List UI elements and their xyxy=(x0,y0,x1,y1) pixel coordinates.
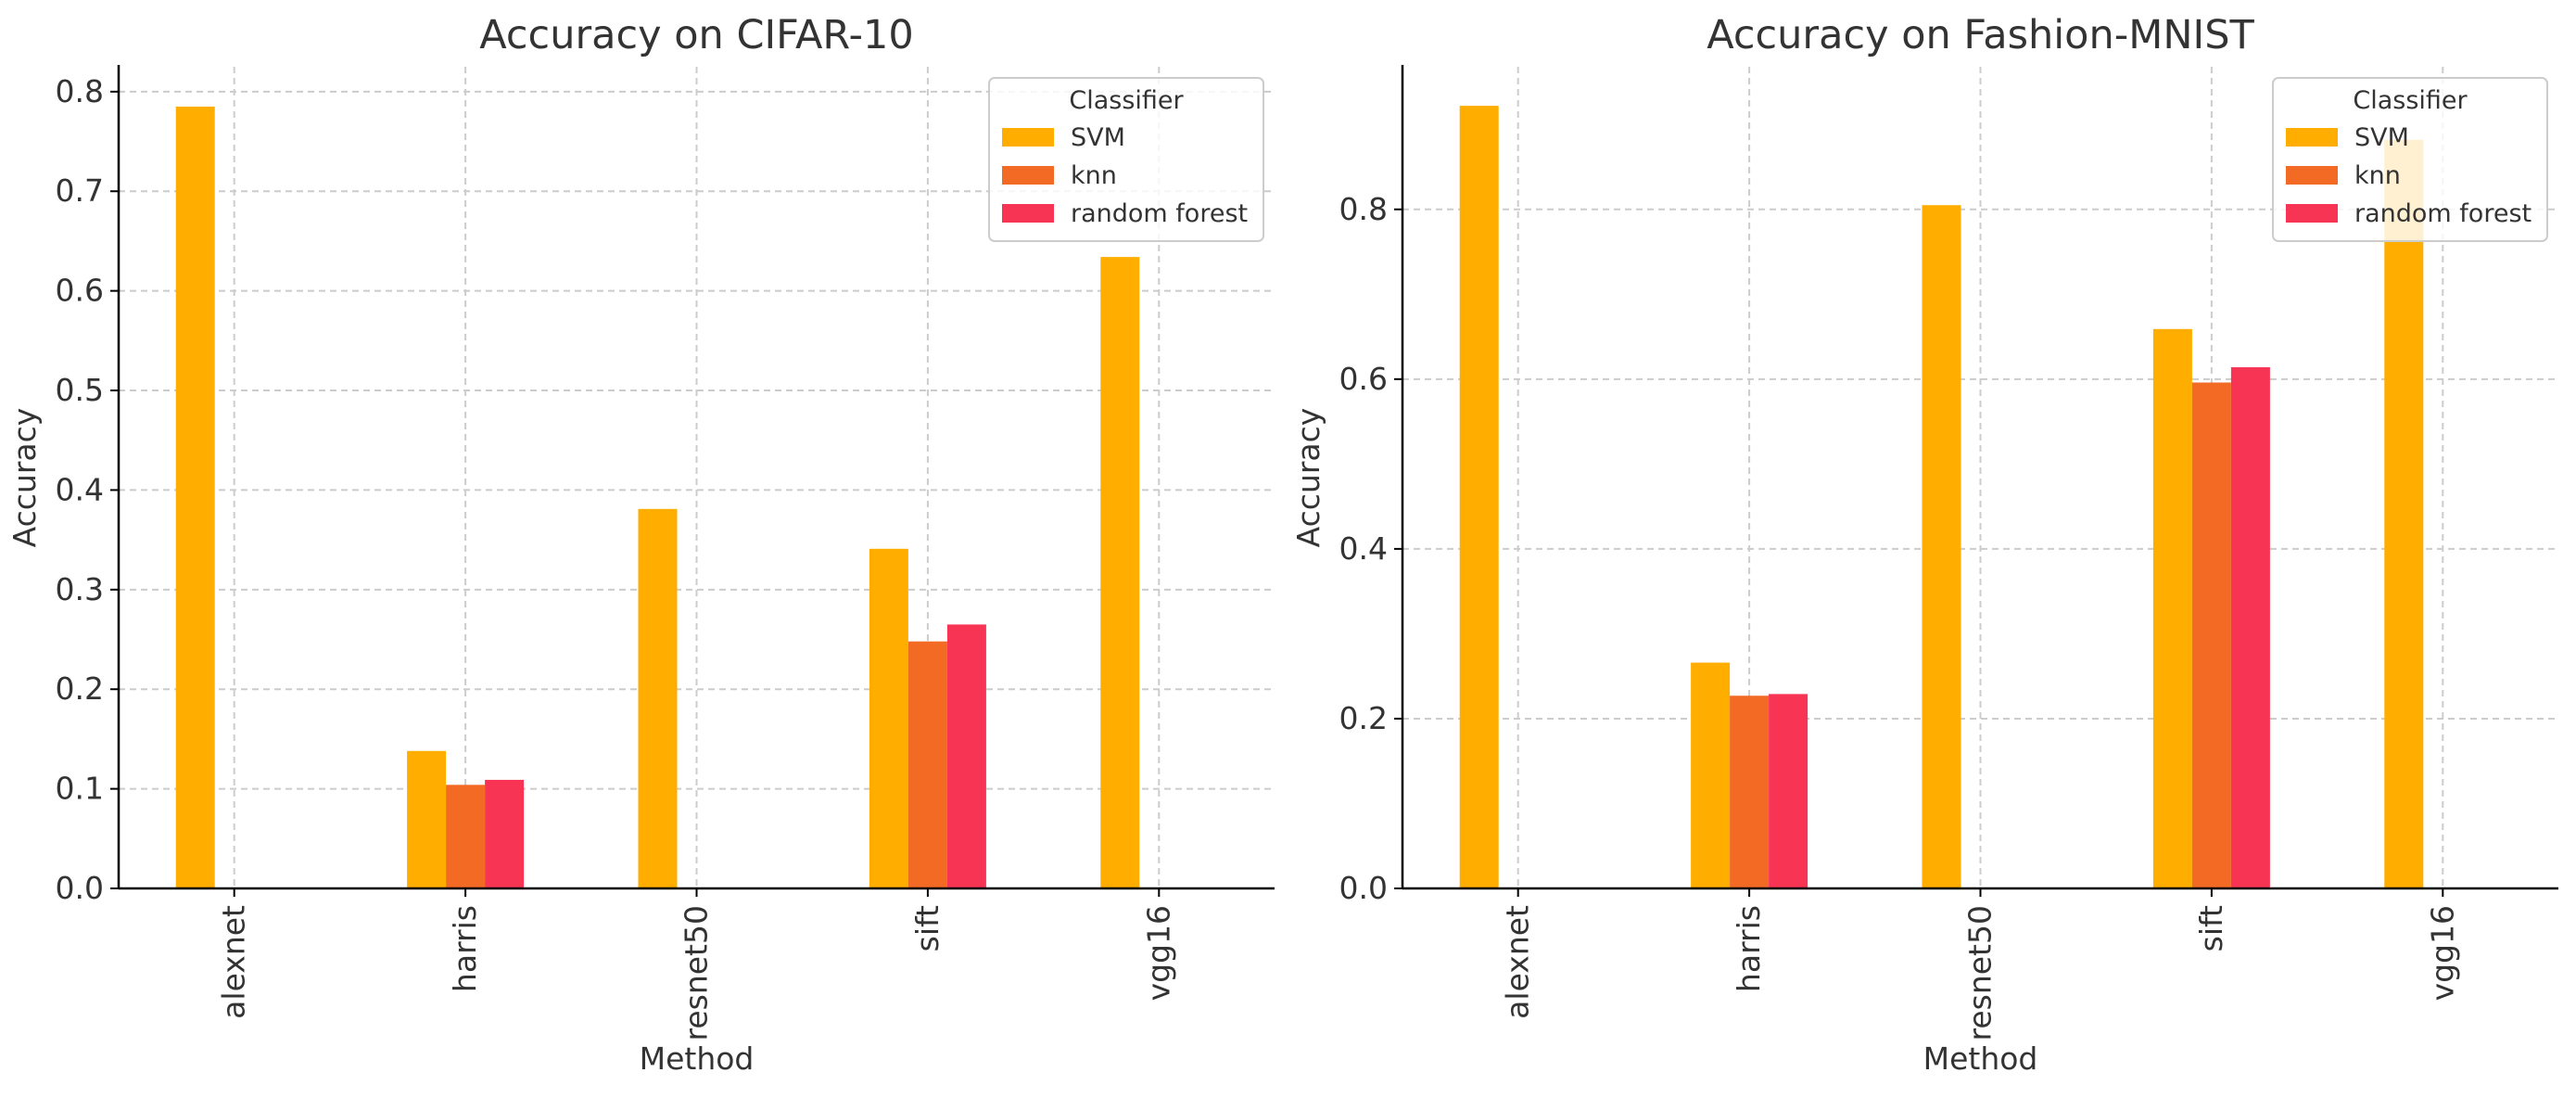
chart1-ytick-label: 0.6 xyxy=(1339,361,1388,397)
chart0-legend-swatch-knn xyxy=(1002,166,1054,185)
chart0-xlabel: Method xyxy=(640,1041,755,1077)
chart0-title: Accuracy on CIFAR-10 xyxy=(479,12,914,58)
chart0-bar-SVM-vgg16 xyxy=(1100,257,1140,888)
chart1-bar-SVM-alexnet xyxy=(1459,106,1499,889)
chart1-bar-SVM-vgg16 xyxy=(2384,139,2424,889)
chart0-legend-label-knn: knn xyxy=(1071,161,1117,190)
chart0-legend-box xyxy=(988,77,1264,242)
chart0-xtick-label: resnet50 xyxy=(679,905,715,1041)
chart0-ytick-label: 0.4 xyxy=(56,471,104,507)
chart1-ylabel: Accuracy xyxy=(1290,408,1326,548)
chart1-ytick-label: 0.4 xyxy=(1339,530,1388,567)
chart0-ytick-label: 0.1 xyxy=(56,771,104,807)
chart1-xtick-label: vgg16 xyxy=(2424,905,2460,1001)
chart0-bar-random-forest-harris xyxy=(485,779,525,888)
chart1-bar-SVM-harris xyxy=(1691,662,1731,888)
chart1-legend-label-SVM: SVM xyxy=(2354,123,2409,152)
chart1-bar-knn-sift xyxy=(2191,382,2231,888)
chart0-bar-SVM-resnet50 xyxy=(638,508,678,888)
chart1-xtick-label: resnet50 xyxy=(1962,905,1999,1041)
chart0-legend-label-SVM: SVM xyxy=(1071,123,1125,152)
chart1-legend-title: Classifier xyxy=(2353,86,2468,115)
chart1-bar-random-forest-sift xyxy=(2230,367,2270,888)
chart1-legend-label-random-forest: random forest xyxy=(2354,199,2532,228)
chart1-legend-box xyxy=(2272,77,2548,242)
chart0-bar-SVM-sift xyxy=(869,548,908,888)
chart1-xtick-label: alexnet xyxy=(1500,905,1536,1019)
chart1-title: Accuracy on Fashion-MNIST xyxy=(1707,12,2254,58)
chart1-legend-swatch-knn xyxy=(2286,166,2338,185)
chart0-ytick-label: 0.5 xyxy=(56,372,104,408)
chart1-legend-swatch-SVM xyxy=(2286,128,2338,147)
chart0-xtick-label: vgg16 xyxy=(1140,905,1176,1001)
chart0-ytick-label: 0.7 xyxy=(56,172,104,209)
chart0-ytick-label: 0.8 xyxy=(56,73,104,109)
chart0-ytick-label: 0.3 xyxy=(56,571,104,607)
chart1-bar-knn-harris xyxy=(1730,696,1770,888)
chart1-legend-swatch-random-forest xyxy=(2286,204,2338,223)
chart0-xtick-label: harris xyxy=(447,905,483,992)
chart1-bar-SVM-sift xyxy=(2152,328,2192,889)
chart1-bar-SVM-resnet50 xyxy=(1922,205,1961,889)
chart0-legend-swatch-random-forest xyxy=(1002,204,1054,223)
chart0-bar-SVM-harris xyxy=(407,750,447,888)
chart0-legend-title: Classifier xyxy=(1069,86,1184,115)
chart0-ytick-label: 0.6 xyxy=(56,273,104,309)
chart0-ytick-label: 0.2 xyxy=(56,670,104,707)
chart1-xlabel: Method xyxy=(1923,1041,2038,1077)
chart0-legend-label-random-forest: random forest xyxy=(1071,199,1248,228)
chart0-bar-SVM-alexnet xyxy=(175,106,215,888)
chart1-ytick-label: 0.0 xyxy=(1339,870,1388,906)
chart0-xtick-label: alexnet xyxy=(216,905,252,1019)
chart0-legend-swatch-SVM xyxy=(1002,128,1054,147)
chart0-ylabel: Accuracy xyxy=(6,408,43,548)
chart1-xtick-label: sift xyxy=(2193,905,2229,951)
chart0-bar-knn-harris xyxy=(446,785,486,888)
chart1-ytick-label: 0.8 xyxy=(1339,191,1388,227)
chart1-ytick-label: 0.2 xyxy=(1339,700,1388,736)
chart0-bar-knn-sift xyxy=(907,641,947,888)
chart1-legend-label-knn: knn xyxy=(2354,161,2401,190)
chart1-bar-random-forest-harris xyxy=(1769,694,1808,888)
chart0-bar-random-forest-sift xyxy=(946,624,986,888)
chart1-xtick-label: harris xyxy=(1731,905,1767,992)
chart0-xtick-label: sift xyxy=(909,905,945,951)
chart0-ytick-label: 0.0 xyxy=(56,870,104,906)
